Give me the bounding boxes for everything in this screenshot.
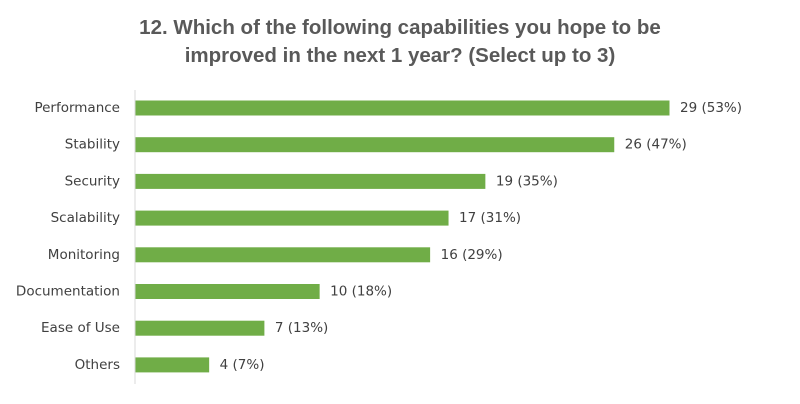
data-label-monitoring: 16 (29%)	[441, 247, 503, 263]
category-label-security: Security	[65, 173, 120, 189]
category-label-scalability: Scalability	[51, 210, 120, 226]
data-label-security: 19 (35%)	[496, 173, 558, 189]
data-label-scalability: 17 (31%)	[459, 210, 521, 226]
category-label-monitoring: Monitoring	[48, 247, 120, 263]
bar-stability	[135, 137, 615, 153]
data-label-documentation: 10 (18%)	[330, 284, 392, 300]
category-label-others: Others	[75, 357, 120, 373]
category-label-stability: Stability	[65, 137, 120, 153]
chart-title: 12. Which of the following capabilities …	[0, 14, 800, 70]
bar-scalability	[135, 210, 449, 226]
bar-ease-of-use	[135, 320, 265, 336]
data-label-performance: 29 (53%)	[680, 100, 742, 116]
bar-others	[135, 357, 210, 373]
data-label-others: 4 (7%)	[220, 357, 265, 373]
bar-monitoring	[135, 247, 431, 263]
data-label-stability: 26 (47%)	[625, 137, 687, 153]
category-label-ease-of-use: Ease of Use	[41, 320, 120, 336]
category-label-documentation: Documentation	[16, 284, 120, 300]
chart-title-line-1: 12. Which of the following capabilities …	[139, 16, 661, 39]
data-label-ease-of-use: 7 (13%)	[275, 320, 328, 336]
chart-title-line-2: improved in the next 1 year? (Select up …	[184, 44, 616, 67]
bar-security	[135, 173, 486, 189]
category-label-performance: Performance	[34, 100, 120, 116]
bar-documentation	[135, 284, 320, 299]
bar-performance	[135, 100, 670, 116]
